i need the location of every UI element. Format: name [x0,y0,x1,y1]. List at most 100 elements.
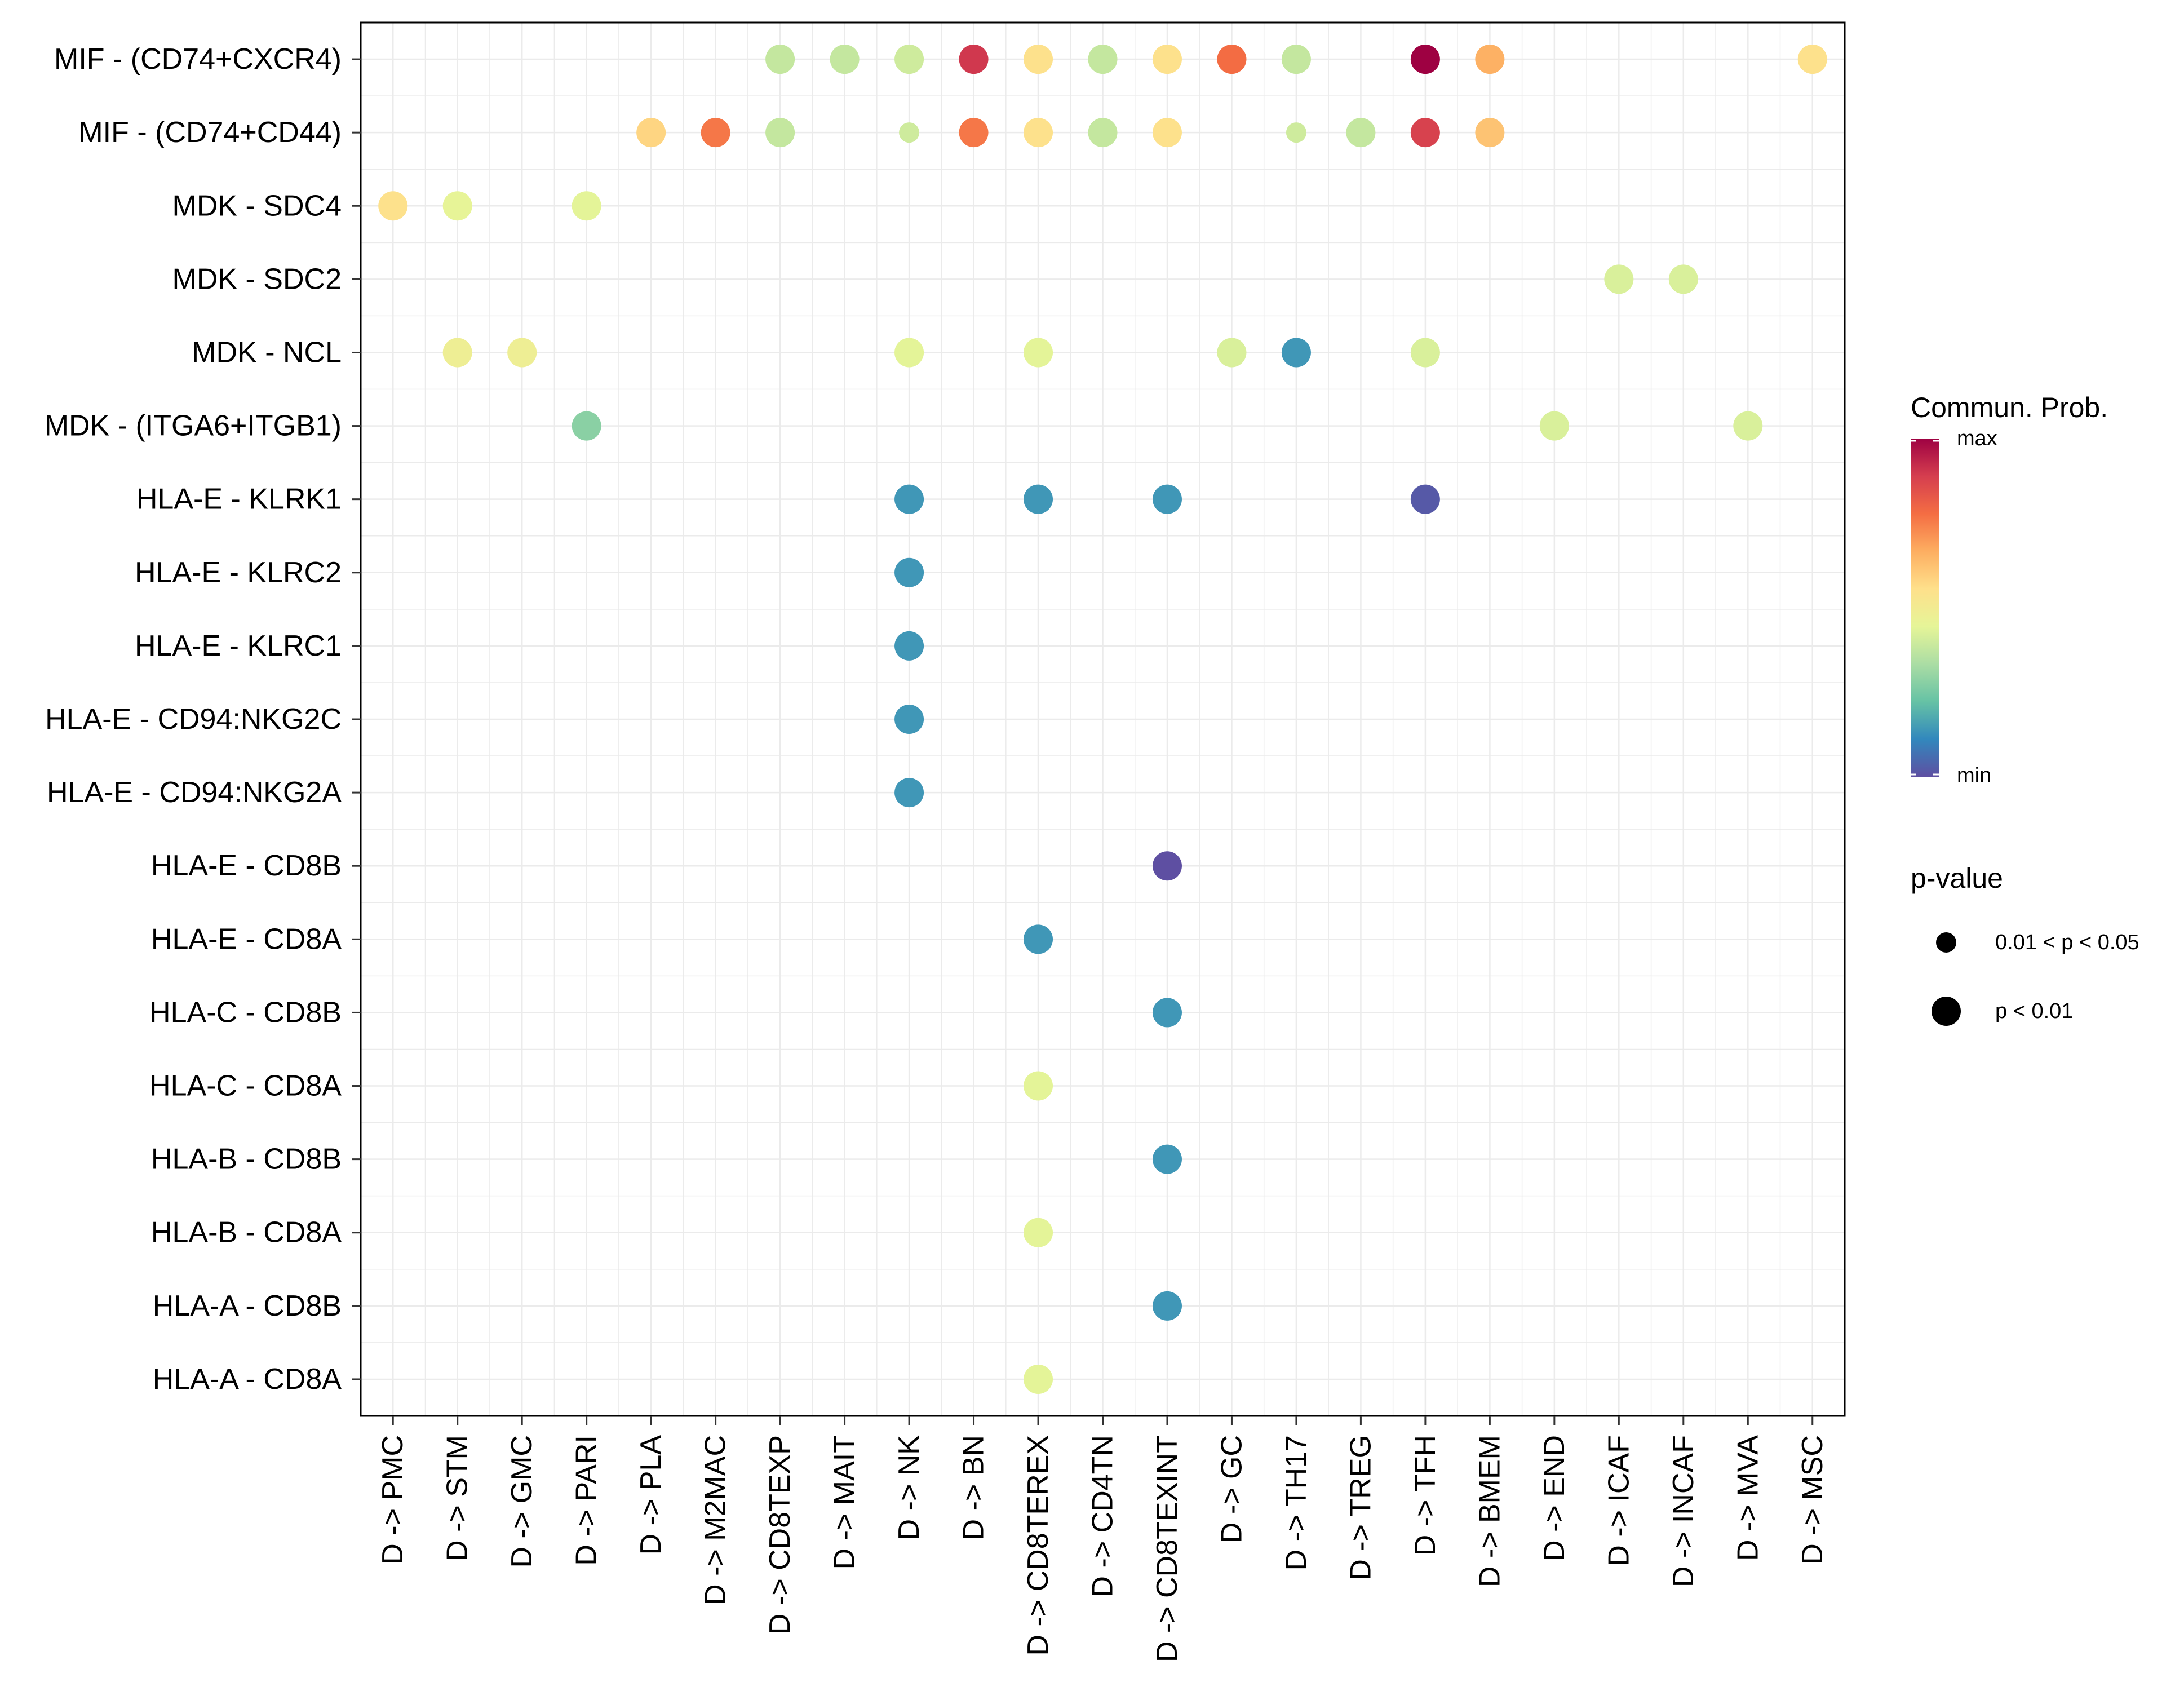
data-point [1152,851,1182,881]
color-legend-title: Commun. Prob. [1911,392,2108,423]
x-axis: D -> PMC D -> STM D -> GMC D -> PARI D -> PL… [376,1416,1829,1662]
x-tick-label: D -> TFH [1409,1435,1442,1556]
data-point [894,484,924,514]
data-point [1475,118,1505,148]
data-point [1410,338,1440,368]
data-point [1410,484,1440,514]
y-tick-label: HLA-B - CD8A [151,1216,342,1249]
data-point [701,118,730,148]
data-point [894,631,924,661]
x-tick-label: D -> BN [958,1435,990,1540]
size-legend-items: 0.01 < p < 0.05 p < 0.01 [1932,931,2139,1026]
data-point [442,338,472,368]
y-tick-label: HLA-B - CD8B [151,1143,342,1176]
legend: Commun. Prob. max min p-value 0.01 < p <… [1911,392,2139,1026]
data-point [894,557,924,587]
data-point [1604,264,1634,294]
data-point [1668,264,1698,294]
data-point [1797,45,1827,74]
data-point [1539,411,1569,441]
data-point [1152,1144,1182,1174]
data-point [1024,484,1053,514]
data-point [1024,1364,1053,1394]
y-tick-label: MDK - SDC2 [172,263,342,295]
y-tick-label: MDK - SDC4 [172,189,342,222]
y-tick-label: MIF - (CD74+CD44) [78,116,342,149]
x-tick-label: D -> M2MAC [699,1435,732,1605]
color-legend-min-label: min [1957,764,1991,787]
x-tick-label: D -> PARI [570,1435,603,1566]
data-point [959,118,989,148]
x-tick-label: D -> STM [441,1435,474,1561]
data-point [894,705,924,734]
y-axis: MIF - (CD74+CXCR4) MIF - (CD74+CD44) MDK -… [45,43,361,1396]
size-legend-title: p-value [1911,862,2003,894]
data-point [1286,122,1306,143]
x-tick-label: D -> GMC [506,1435,538,1568]
data-point [894,338,924,368]
x-tick-label: D -> CD8TEXP [764,1435,796,1635]
data-point [1088,118,1118,148]
x-tick-label: D -> TREG [1344,1435,1377,1581]
y-tick-label: MDK - NCL [192,336,342,369]
y-tick-label: HLA-E - KLRK1 [136,483,342,516]
data-point [1410,118,1440,148]
data-point [899,122,920,143]
y-tick-label: HLA-E - CD94:NKG2A [47,776,342,809]
color-legend-max-label: max [1957,427,1997,450]
data-point [1152,484,1182,514]
grid-lines [360,22,1845,1416]
size-legend-key [1936,932,1956,953]
data-point [1281,45,1311,74]
y-tick-label: HLA-C - CD8A [149,1070,342,1103]
x-tick-label: D -> CD8TEXINT [1151,1435,1184,1662]
x-tick-label: D -> MVA [1731,1435,1764,1561]
data-point [442,191,472,221]
y-tick-label: HLA-A - CD8A [153,1363,342,1396]
data-point [1024,1071,1053,1101]
y-tick-label: HLA-E - KLRC2 [135,556,342,589]
data-point [1024,338,1053,368]
data-points [378,45,1827,1394]
data-point [765,118,795,148]
data-point [1152,998,1182,1028]
data-point [1088,45,1118,74]
x-tick-label: D -> MSC [1796,1435,1829,1565]
x-tick-label: D -> NK [893,1435,925,1541]
data-point [1024,45,1053,74]
color-legend-bar [1911,439,1939,777]
data-point [1152,1291,1182,1321]
data-point [765,45,795,74]
size-legend-label: 0.01 < p < 0.05 [1995,931,2139,954]
data-point [1217,338,1247,368]
y-tick-label: MIF - (CD74+CXCR4) [54,43,342,76]
x-tick-label: D -> INCAF [1667,1435,1700,1587]
data-point [1346,118,1376,148]
data-point [1733,411,1763,441]
y-tick-label: MDK - (ITGA6+ITGB1) [45,410,342,442]
data-point [1024,118,1053,148]
data-point [1152,118,1182,148]
y-tick-label: HLA-E - CD8A [151,923,342,955]
data-point [1152,45,1182,74]
x-tick-label: D -> END [1538,1435,1571,1561]
data-point [1217,45,1247,74]
data-point [894,778,924,808]
data-point [1024,924,1053,954]
x-tick-label: D -> PMC [376,1435,409,1565]
x-tick-label: D -> ICAF [1602,1435,1635,1566]
x-tick-label: D -> BMEM [1473,1435,1506,1587]
data-point [507,338,537,368]
x-tick-label: D -> CD4TN [1087,1435,1119,1597]
x-tick-label: D -> TH17 [1280,1435,1313,1570]
data-point [572,191,601,221]
x-tick-label: D -> PLA [635,1435,667,1555]
x-tick-label: D -> CD8TEREX [1022,1435,1055,1656]
y-tick-label: HLA-E - CD8B [151,849,342,882]
y-tick-label: HLA-A - CD8B [153,1290,342,1322]
size-legend-key [1932,997,1961,1026]
size-legend-label: p < 0.01 [1995,999,2073,1023]
data-point [1024,1218,1053,1247]
data-point [1410,45,1440,74]
